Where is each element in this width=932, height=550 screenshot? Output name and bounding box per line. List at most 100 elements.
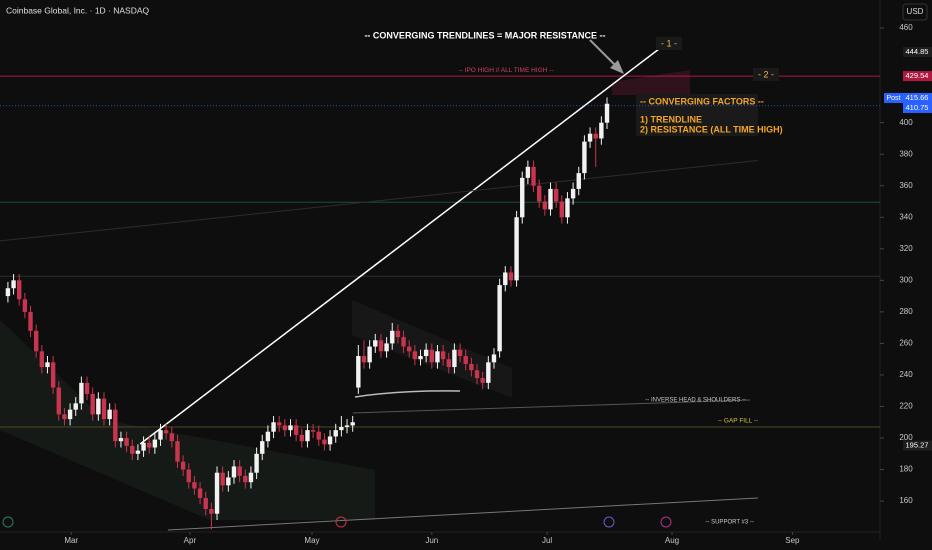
price-tag-box xyxy=(884,92,903,103)
y-tick-label: 180 xyxy=(899,465,913,474)
candle-body xyxy=(220,472,225,486)
label-box xyxy=(656,37,682,50)
currency[interactable]: USD xyxy=(907,7,924,16)
price-label-box xyxy=(903,440,932,451)
y-tick-label: 360 xyxy=(899,181,913,190)
candle-body xyxy=(135,450,141,454)
x-tick-label: Jun xyxy=(425,536,438,545)
candle-body xyxy=(378,340,384,352)
x-tick-label: May xyxy=(304,536,319,545)
candle-body xyxy=(440,351,446,360)
price-label: 444.85 xyxy=(906,47,929,56)
currency-button[interactable] xyxy=(902,3,928,21)
candle-body xyxy=(254,453,259,473)
candle-body xyxy=(50,362,56,388)
candle-body xyxy=(469,363,474,371)
candle-body xyxy=(520,177,525,218)
grid xyxy=(70,27,884,535)
candle-body xyxy=(39,351,45,368)
trendline-label: -- INVERSE HEAD & SHOULDERS -- xyxy=(645,398,746,404)
candle-body xyxy=(536,185,542,202)
candle-body xyxy=(282,425,288,431)
y-tick-label: 340 xyxy=(899,212,913,221)
candle-body xyxy=(582,141,587,174)
candle-body xyxy=(367,346,372,363)
candle-body xyxy=(390,330,395,344)
candle-body xyxy=(491,354,497,363)
candle-body xyxy=(113,409,118,442)
candle-body xyxy=(373,340,378,347)
y-tick-label: 160 xyxy=(899,496,913,505)
candle-body xyxy=(45,362,50,368)
price-label-box xyxy=(903,71,932,82)
event-icon[interactable] xyxy=(335,516,347,528)
event-icon[interactable] xyxy=(603,516,615,528)
candle-body xyxy=(497,285,502,352)
candle-body xyxy=(107,409,112,420)
candle-body xyxy=(435,351,440,363)
candle-body xyxy=(90,393,95,415)
candle-body xyxy=(418,356,423,360)
y-tick-label: 220 xyxy=(899,402,913,411)
candle-body xyxy=(62,414,67,420)
candle-body xyxy=(559,201,564,218)
candle-body xyxy=(599,122,604,139)
annotation: -- CONVERGING FACTORS -- xyxy=(640,96,764,106)
candle-body xyxy=(214,472,220,514)
candle-body xyxy=(169,433,175,442)
shoulders-curve xyxy=(354,390,461,398)
candle-body xyxy=(192,482,197,489)
label-box xyxy=(753,68,779,81)
candle-body xyxy=(361,356,367,363)
x-tick-label: Apr xyxy=(184,536,197,545)
trendline xyxy=(167,497,758,531)
y-tick-label: 280 xyxy=(899,307,913,316)
candle-body xyxy=(56,387,61,415)
candle-body xyxy=(480,378,485,383)
candle-body xyxy=(28,311,33,331)
candle-body xyxy=(22,299,28,312)
price-label-box xyxy=(903,46,932,57)
annotation: 2) RESISTANCE (ALL TIME HIGH) xyxy=(640,124,783,134)
candle-body xyxy=(395,330,401,338)
candle-body xyxy=(565,198,570,218)
candle-body xyxy=(514,217,519,281)
candle-body xyxy=(401,337,406,347)
event-icon[interactable] xyxy=(2,516,14,528)
event-icon[interactable] xyxy=(660,516,672,528)
y-tick-label: 460 xyxy=(899,23,913,32)
candle-body xyxy=(486,362,491,383)
candle-body xyxy=(350,422,355,426)
candle-body xyxy=(604,103,610,123)
y-tick-label: 400 xyxy=(899,118,913,127)
candle-body xyxy=(474,370,480,379)
candle-body xyxy=(175,441,180,462)
candle-body xyxy=(163,430,169,434)
candle-body xyxy=(203,497,208,509)
arrow-head xyxy=(610,60,624,74)
candle-body xyxy=(288,425,293,431)
candle-body xyxy=(67,409,73,420)
candle-body xyxy=(293,425,299,435)
candles xyxy=(5,97,610,530)
trendline xyxy=(139,47,661,445)
candle-body xyxy=(73,403,78,410)
candle-body xyxy=(553,188,559,202)
channel-zone xyxy=(0,320,375,520)
candle-body xyxy=(152,439,158,448)
candle-body xyxy=(310,430,316,432)
y-tick-label: 320 xyxy=(899,244,913,253)
price-label: 415.66 xyxy=(906,93,929,102)
candle-body xyxy=(316,431,321,440)
candle-body xyxy=(277,422,282,426)
candle-body xyxy=(260,441,265,454)
candle-body xyxy=(356,356,361,388)
candle-body xyxy=(508,272,514,281)
candle-body xyxy=(412,351,418,360)
candle-body xyxy=(237,466,242,476)
candle-body xyxy=(384,343,389,352)
candle-body xyxy=(333,430,338,437)
level-label: -- IPO HIGH // ALL TIME HIGH -- xyxy=(459,67,554,74)
